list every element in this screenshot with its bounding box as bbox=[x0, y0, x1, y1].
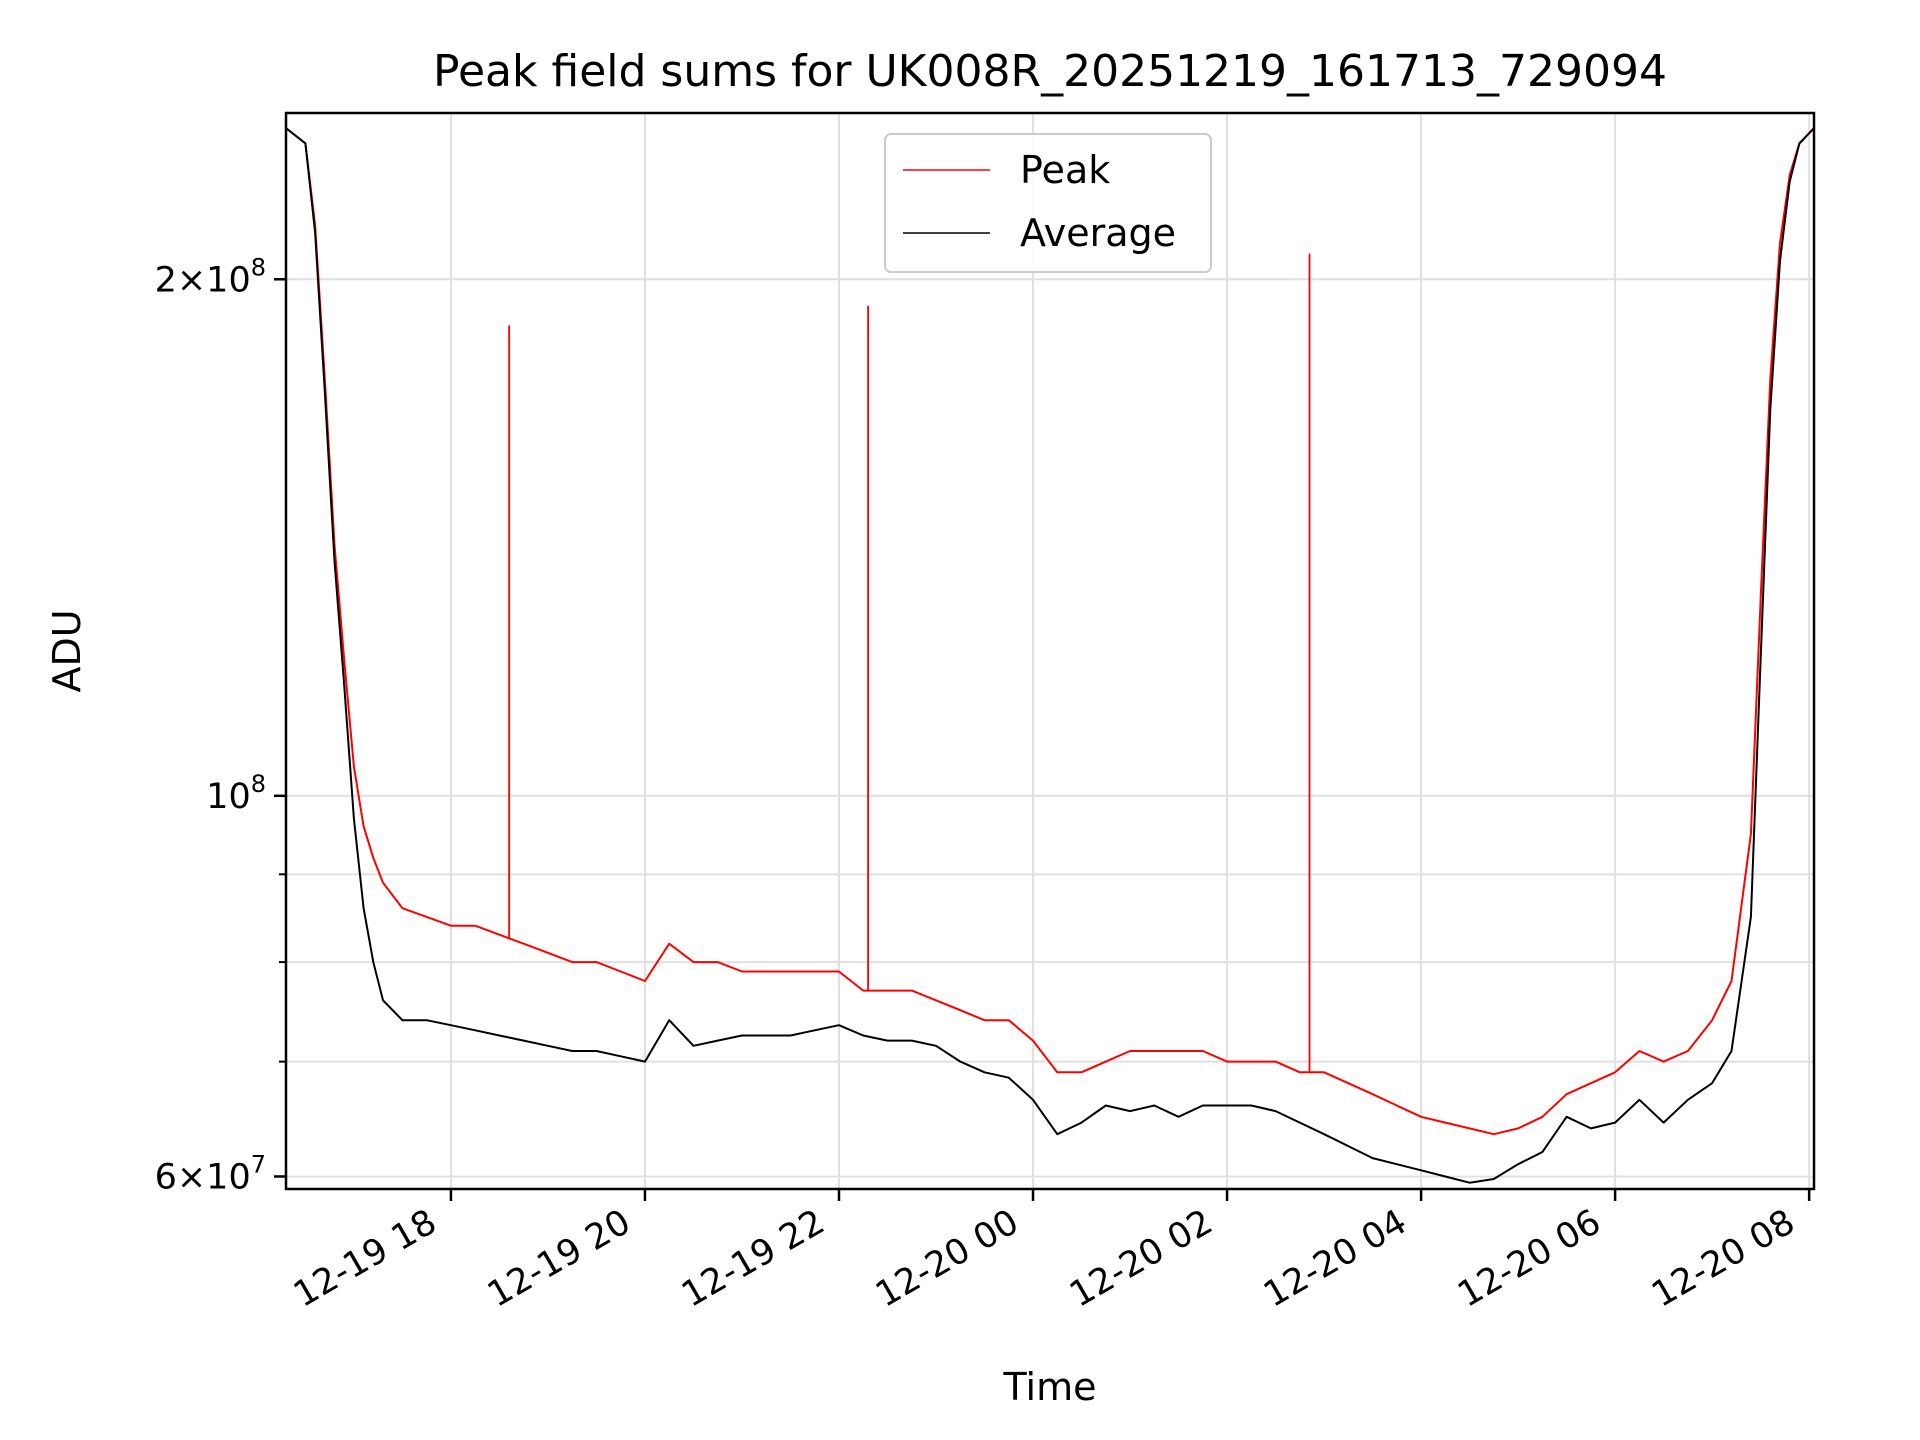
legend-peak-label: Peak bbox=[1020, 148, 1110, 192]
series-layer bbox=[285, 127, 1815, 1184]
grid-layer bbox=[286, 113, 1814, 1189]
legend-frame bbox=[884, 133, 1212, 273]
legend-average-label: Average bbox=[1020, 211, 1176, 255]
chart-title: Peak field sums for UK008R_20251219_1617… bbox=[433, 46, 1667, 97]
x-axis-label: Time bbox=[1003, 1365, 1097, 1409]
legend: Peak Average bbox=[884, 133, 1212, 273]
average-series-line bbox=[285, 127, 1815, 1184]
y-tick-label: 108 bbox=[206, 770, 266, 817]
y-tick-label: 6×107 bbox=[155, 1150, 266, 1197]
y-axis-label: ADU bbox=[45, 609, 89, 692]
y-tick-label: 2×108 bbox=[155, 253, 266, 300]
plot-frame bbox=[284, 111, 1816, 1191]
peak-series-line bbox=[285, 127, 1815, 1136]
